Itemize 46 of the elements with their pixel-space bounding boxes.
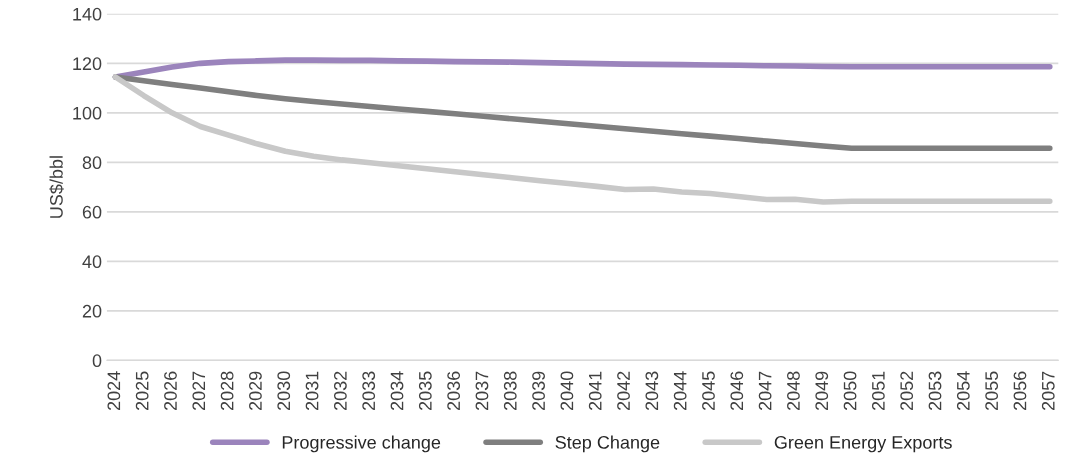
x-tick-label: 2032 [333, 371, 347, 411]
x-tick-label: 2042 [617, 371, 630, 411]
x-tick-label: 2051 [871, 371, 885, 411]
y-axis-title: US$/bbl [49, 156, 64, 218]
x-tick-label: 2034 [390, 371, 404, 411]
x-tick-label: 2028 [220, 371, 234, 411]
y-tick-label: 140 [73, 7, 102, 21]
x-tick-label: 2027 [192, 371, 206, 411]
x-tick-label: 2048 [787, 371, 800, 411]
x-tick-label: 2054 [956, 371, 970, 411]
legend-label: Progressive change [282, 435, 441, 453]
x-tick-label: 2046 [730, 371, 744, 411]
x-tick-label: 2040 [560, 371, 574, 411]
x-tick-label: 2038 [503, 371, 517, 411]
legend-label: Green Energy Exports [774, 435, 952, 453]
x-tick-label: 2029 [249, 371, 262, 411]
x-tick-label: 2033 [362, 371, 376, 411]
x-tick-label: 2050 [843, 371, 857, 411]
x-tick-label: 2052 [900, 371, 914, 411]
x-tick-label: 2036 [447, 371, 461, 411]
x-tick-label: 2030 [277, 371, 291, 411]
x-tick-label: 2055 [985, 371, 999, 411]
x-tick-label: 2057 [1041, 371, 1055, 411]
x-tick-label: 2031 [305, 371, 319, 411]
x-tick-label: 2053 [928, 371, 942, 411]
x-tick-label: 2037 [475, 371, 489, 411]
y-tick-label: 100 [73, 106, 102, 120]
y-tick-label: 60 [82, 205, 102, 219]
x-tick-label: 2026 [164, 371, 177, 411]
y-tick-label: 40 [82, 255, 102, 269]
x-tick-label: 2049 [815, 371, 829, 411]
y-tick-label: 20 [82, 304, 102, 318]
y-tick-label: 0 [92, 354, 102, 368]
x-tick-label: 2044 [673, 371, 687, 411]
x-tick-label: 2047 [758, 371, 772, 411]
x-tick-label: 2039 [532, 371, 545, 411]
x-tick-label: 2025 [135, 371, 149, 411]
x-tick-label: 2041 [588, 371, 602, 411]
y-tick-label: 80 [82, 156, 102, 170]
x-tick-label: 2056 [1013, 371, 1027, 411]
legend-label: Step Change [555, 435, 660, 453]
x-tick-label: 2045 [702, 371, 715, 411]
x-tick-label: 2024 [107, 371, 121, 411]
y-tick-label: 120 [73, 57, 102, 71]
x-tick-label: 2035 [418, 371, 432, 411]
x-tick-label: 2043 [645, 371, 659, 411]
